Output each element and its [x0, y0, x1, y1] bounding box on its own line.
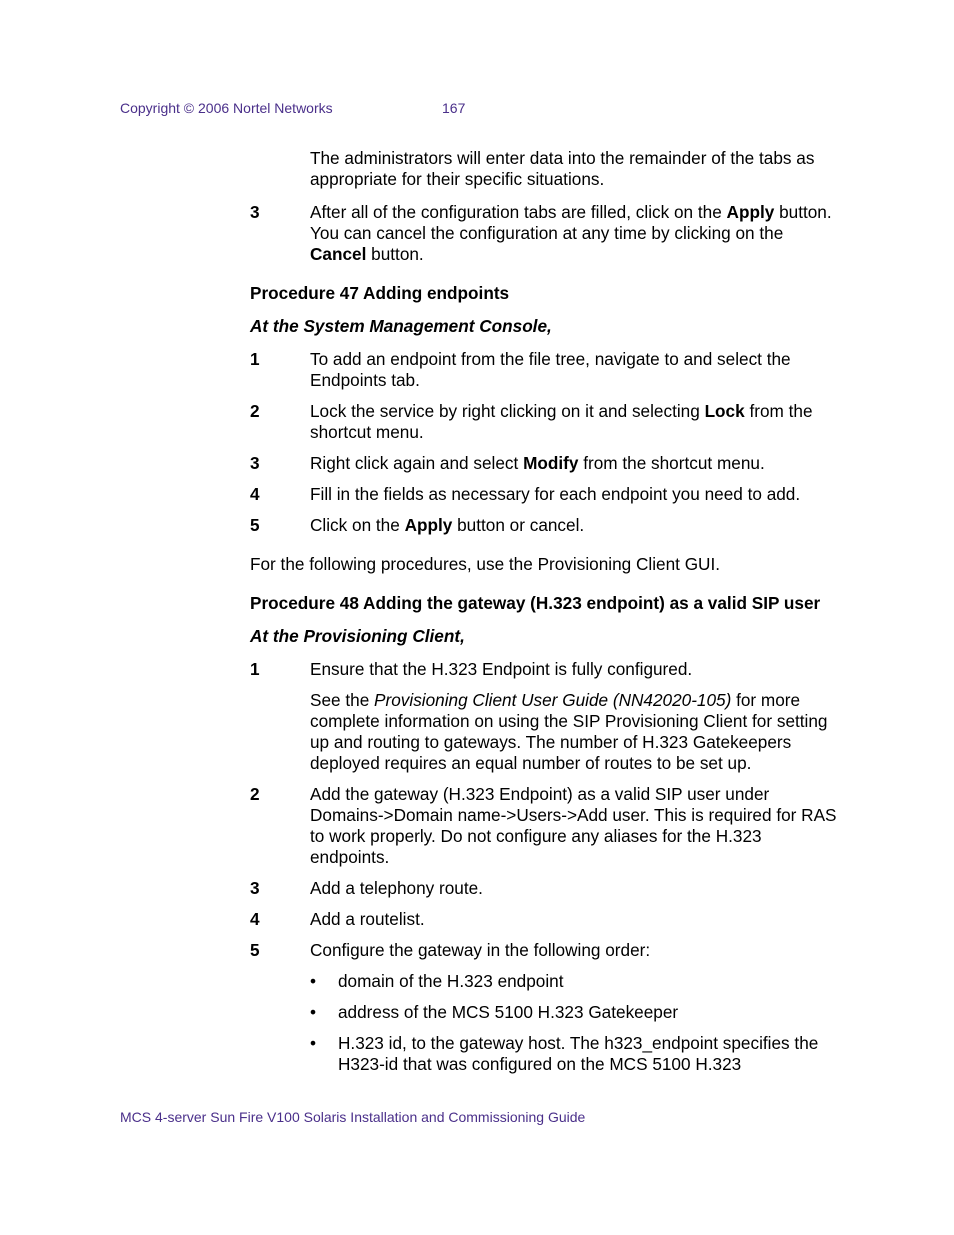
step-text: Add a telephony route. — [310, 878, 839, 899]
proc47-step-1: 1 To add an endpoint from the file tree,… — [250, 349, 839, 391]
proc48-step-4: 4 Add a routelist. — [250, 909, 839, 930]
step-number: 3 — [250, 453, 310, 474]
ui-label-apply: Apply — [727, 202, 775, 222]
step-number: 2 — [250, 401, 310, 443]
mid-paragraph: For the following procedures, use the Pr… — [250, 554, 839, 575]
text-line: Ensure that the H.323 Endpoint is fully … — [310, 659, 839, 680]
step-text: Click on the Apply button or cancel. — [310, 515, 839, 536]
ui-label-apply: Apply — [405, 515, 453, 535]
step-number: 4 — [250, 909, 310, 930]
procedure-48-heading: Procedure 48 Adding the gateway (H.323 e… — [250, 593, 839, 614]
proc48-step-1: 1 Ensure that the H.323 Endpoint is full… — [250, 659, 839, 774]
bullet-item: • domain of the H.323 endpoint — [310, 971, 839, 992]
step-number: 2 — [250, 784, 310, 868]
ui-label-cancel: Cancel — [310, 244, 366, 264]
procedure-48-subtitle: At the Provisioning Client, — [250, 626, 839, 647]
proc48-step-5-bullets: • domain of the H.323 endpoint • address… — [310, 971, 839, 1075]
bullet-text: H.323 id, to the gateway host. The h323_… — [338, 1033, 839, 1075]
bullet-text: address of the MCS 5100 H.323 Gatekeeper — [338, 1002, 839, 1023]
step-number: 3 — [250, 202, 310, 265]
step-text: After all of the configuration tabs are … — [310, 202, 839, 265]
intro-step-3: 3 After all of the configuration tabs ar… — [250, 202, 839, 265]
proc47-step-4: 4 Fill in the fields as necessary for ea… — [250, 484, 839, 505]
text-segment: button or cancel. — [452, 515, 584, 535]
text-segment: Right click again and select — [310, 453, 523, 473]
step-text: Ensure that the H.323 Endpoint is fully … — [310, 659, 839, 774]
step-text: To add an endpoint from the file tree, n… — [310, 349, 839, 391]
bullet-dot-icon: • — [310, 1033, 338, 1075]
text-segment: Click on the — [310, 515, 405, 535]
step-number: 4 — [250, 484, 310, 505]
bullet-item: • H.323 id, to the gateway host. The h32… — [310, 1033, 839, 1075]
proc47-step-2: 2 Lock the service by right clicking on … — [250, 401, 839, 443]
page-number: 167 — [442, 100, 465, 116]
procedure-47-subtitle: At the System Management Console, — [250, 316, 839, 337]
step-number: 3 — [250, 878, 310, 899]
bullet-item: • address of the MCS 5100 H.323 Gatekeep… — [310, 1002, 839, 1023]
page-header: Copyright © 2006 Nortel Networks 167 — [120, 100, 839, 116]
procedure-47-heading: Procedure 47 Adding endpoints — [250, 283, 839, 304]
text-line: Configure the gateway in the following o… — [310, 940, 839, 961]
text-segment: See the — [310, 690, 374, 710]
proc47-step-5: 5 Click on the Apply button or cancel. — [250, 515, 839, 536]
bullet-dot-icon: • — [310, 971, 338, 992]
step-number: 1 — [250, 349, 310, 391]
step-text: Right click again and select Modify from… — [310, 453, 839, 474]
step-text: Add a routelist. — [310, 909, 839, 930]
page-footer: MCS 4-server Sun Fire V100 Solaris Insta… — [120, 1109, 585, 1125]
reference-guide-title: Provisioning Client User Guide (NN42020-… — [374, 690, 736, 710]
step-number: 5 — [250, 940, 310, 961]
bullet-text: domain of the H.323 endpoint — [338, 971, 839, 992]
text-segment: from the shortcut menu. — [578, 453, 764, 473]
proc48-step-3: 3 Add a telephony route. — [250, 878, 839, 899]
step-text: Fill in the fields as necessary for each… — [310, 484, 839, 505]
text-segment: After all of the configuration tabs are … — [310, 202, 727, 222]
text-line: See the Provisioning Client User Guide (… — [310, 690, 839, 774]
step-number: 5 — [250, 515, 310, 536]
ui-label-modify: Modify — [523, 453, 578, 473]
step-text: Configure the gateway in the following o… — [310, 940, 839, 961]
proc48-step-2: 2 Add the gateway (H.323 Endpoint) as a … — [250, 784, 839, 868]
step-number: 1 — [250, 659, 310, 774]
document-page: Copyright © 2006 Nortel Networks 167 The… — [0, 0, 954, 1235]
bullet-dot-icon: • — [310, 1002, 338, 1023]
step-text: Add the gateway (H.323 Endpoint) as a va… — [310, 784, 839, 868]
proc48-step-5: 5 Configure the gateway in the following… — [250, 940, 839, 961]
text-segment: Lock the service by right clicking on it… — [310, 401, 705, 421]
copyright-text: Copyright © 2006 Nortel Networks — [120, 100, 442, 116]
intro-paragraph: The administrators will enter data into … — [310, 148, 839, 190]
text-segment: button. — [366, 244, 423, 264]
ui-label-lock: Lock — [705, 401, 745, 421]
body-content: The administrators will enter data into … — [250, 148, 839, 1074]
step-text: Lock the service by right clicking on it… — [310, 401, 839, 443]
proc47-step-3: 3 Right click again and select Modify fr… — [250, 453, 839, 474]
